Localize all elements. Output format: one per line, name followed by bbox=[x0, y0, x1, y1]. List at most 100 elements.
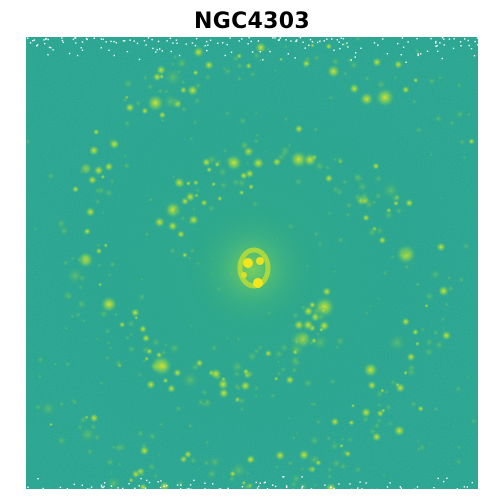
blank-pixel bbox=[349, 483, 350, 484]
hii-knot bbox=[89, 413, 99, 423]
hii-knot bbox=[289, 480, 298, 489]
hii-knot bbox=[123, 154, 127, 158]
blank-pixel bbox=[217, 43, 218, 44]
hii-knot bbox=[96, 243, 101, 248]
hii-knot bbox=[108, 346, 113, 351]
hii-knot bbox=[192, 70, 198, 76]
blank-pixel bbox=[204, 488, 205, 489]
field-clump bbox=[315, 419, 321, 425]
blank-pixel bbox=[43, 488, 44, 489]
hii-knot bbox=[430, 269, 441, 280]
hii-knot bbox=[226, 154, 243, 171]
field-clump bbox=[337, 236, 345, 244]
blank-pixel bbox=[417, 486, 418, 487]
blank-pixel bbox=[186, 43, 187, 44]
blank-pixel bbox=[312, 41, 313, 42]
blank-pixel bbox=[139, 485, 140, 486]
hii-knot bbox=[202, 402, 207, 407]
hii-knot bbox=[76, 256, 84, 264]
hii-knot bbox=[363, 362, 378, 377]
blank-pixel bbox=[82, 50, 83, 51]
field-clump bbox=[390, 254, 395, 259]
hii-knot bbox=[162, 93, 179, 110]
hii-knot bbox=[151, 355, 172, 376]
blank-pixel bbox=[444, 44, 445, 45]
blank-pixel bbox=[264, 482, 265, 483]
hii-knot bbox=[124, 335, 130, 341]
field-clump bbox=[345, 212, 351, 218]
hii-knot bbox=[131, 308, 140, 317]
blank-pixel bbox=[50, 47, 51, 48]
hii-knot bbox=[157, 87, 164, 94]
blank-pixel bbox=[206, 50, 207, 51]
field-clump bbox=[283, 116, 288, 121]
blank-pixel bbox=[366, 482, 367, 483]
blank-pixel bbox=[44, 43, 45, 44]
field-clump bbox=[240, 407, 245, 412]
blank-pixel bbox=[160, 480, 161, 481]
hii-knot bbox=[275, 450, 286, 461]
hii-knot bbox=[351, 404, 355, 408]
field-clump bbox=[228, 475, 236, 483]
blank-pixel bbox=[296, 39, 297, 40]
blank-pixel bbox=[387, 53, 388, 54]
field-clump bbox=[66, 293, 74, 301]
hii-knot bbox=[122, 96, 129, 103]
field-clump bbox=[210, 344, 218, 352]
hii-knot bbox=[196, 45, 200, 49]
blank-pixel bbox=[145, 488, 146, 489]
hii-knot bbox=[326, 435, 332, 441]
field-clump bbox=[180, 106, 187, 113]
field-clump bbox=[150, 434, 156, 440]
hii-knot bbox=[441, 330, 451, 340]
blank-pixel bbox=[123, 40, 124, 41]
hii-knot bbox=[245, 63, 252, 70]
field-clump bbox=[440, 197, 443, 200]
hii-knot bbox=[279, 57, 283, 61]
blank-pixel bbox=[241, 38, 242, 39]
blank-pixel bbox=[225, 55, 226, 56]
field-clump bbox=[173, 207, 181, 215]
hii-knot bbox=[49, 422, 53, 426]
blank-pixel bbox=[272, 37, 273, 38]
blank-pixel bbox=[62, 40, 63, 41]
field-clump bbox=[458, 276, 465, 283]
hii-knot bbox=[325, 43, 332, 50]
hii-knot bbox=[204, 60, 214, 70]
hii-knot bbox=[81, 164, 90, 173]
blank-pixel bbox=[267, 488, 268, 489]
hii-knot bbox=[189, 456, 198, 465]
hii-knot bbox=[93, 165, 104, 176]
blank-pixel bbox=[228, 488, 229, 489]
blank-pixel bbox=[113, 41, 114, 42]
blank-pixel bbox=[401, 54, 402, 55]
blank-pixel bbox=[260, 483, 261, 484]
blank-pixel bbox=[196, 38, 197, 39]
hii-knot bbox=[217, 166, 228, 177]
hii-knot bbox=[376, 402, 382, 408]
blank-pixel bbox=[110, 41, 111, 42]
field-clump bbox=[257, 344, 263, 350]
hii-knot bbox=[98, 282, 102, 286]
field-clump bbox=[455, 458, 462, 465]
blank-pixel bbox=[475, 41, 476, 42]
field-clump bbox=[83, 232, 87, 236]
hii-knot bbox=[412, 329, 419, 336]
hii-knot bbox=[462, 155, 467, 160]
hii-knot bbox=[146, 348, 153, 355]
blank-pixel bbox=[258, 486, 259, 487]
blank-pixel bbox=[331, 38, 332, 39]
blank-pixel bbox=[75, 42, 76, 43]
field-clump bbox=[236, 75, 243, 82]
hii-knot bbox=[152, 72, 161, 81]
hii-knot bbox=[76, 298, 88, 310]
hii-knot bbox=[204, 73, 212, 81]
hii-knot bbox=[219, 181, 228, 190]
hii-knot bbox=[320, 307, 326, 313]
blank-pixel bbox=[339, 42, 340, 43]
hii-knot bbox=[274, 349, 284, 359]
field-clump bbox=[180, 457, 183, 460]
blank-pixel bbox=[251, 41, 252, 42]
hii-knot bbox=[375, 226, 384, 235]
blank-pixel bbox=[467, 486, 468, 487]
